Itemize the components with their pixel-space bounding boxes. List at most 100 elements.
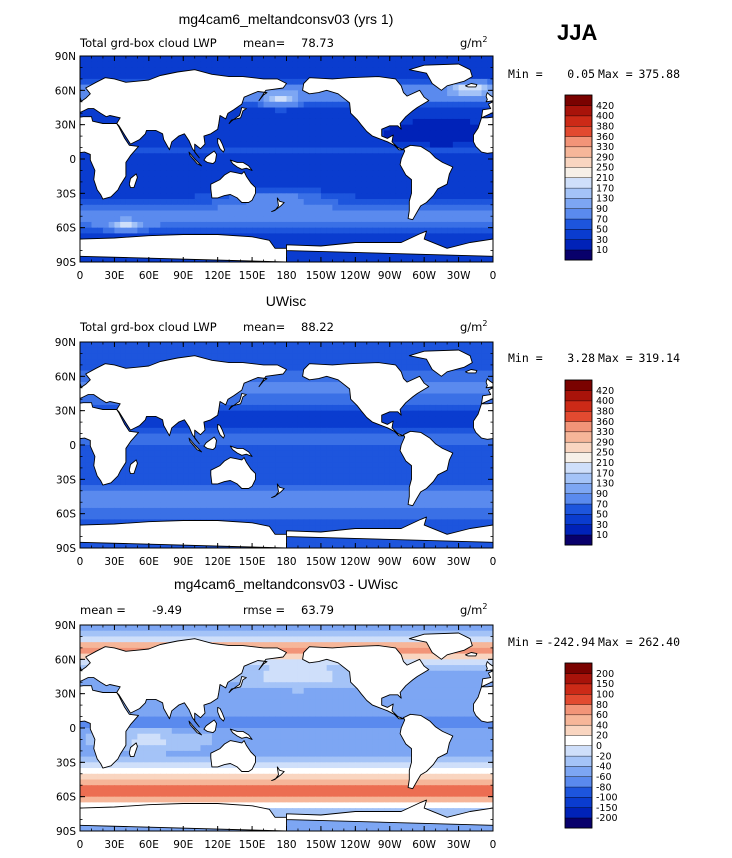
field-cell — [303, 113, 311, 120]
field-cell — [429, 416, 437, 423]
field-cell — [475, 233, 483, 240]
field-cell — [424, 90, 431, 97]
field-cell — [470, 393, 477, 400]
field-cell — [183, 507, 190, 515]
field-cell — [303, 193, 311, 200]
field-cell — [292, 107, 299, 114]
field-cell — [332, 204, 339, 212]
field-cell — [389, 136, 397, 143]
field-cell — [194, 456, 202, 463]
field-cell — [475, 193, 483, 200]
field-cell — [200, 176, 207, 183]
field-cell — [143, 473, 150, 480]
field-cell — [424, 427, 431, 435]
field-cell — [343, 507, 351, 515]
field-cell — [252, 227, 259, 234]
field-cell — [355, 250, 362, 257]
field-cell — [303, 485, 311, 492]
field-cell — [464, 342, 471, 349]
field-cell — [332, 404, 339, 412]
field-cell — [234, 485, 242, 492]
field-cell — [378, 199, 385, 206]
panel-obs-units-base: g/m — [460, 320, 482, 334]
field-cell — [240, 101, 247, 109]
field-cell — [143, 256, 150, 262]
field-cell — [384, 187, 391, 194]
field-cell — [85, 353, 93, 360]
field-cell — [297, 181, 305, 189]
field-cell — [160, 507, 167, 515]
field-cell — [441, 416, 448, 423]
field-cell — [395, 136, 402, 143]
field-cell — [206, 176, 213, 183]
field-cell — [332, 250, 339, 257]
field-cell — [447, 422, 454, 429]
field-cell — [160, 176, 167, 183]
field-cell — [309, 136, 316, 143]
field-cell — [378, 61, 385, 69]
field-cell — [269, 233, 276, 240]
field-cell — [441, 141, 448, 149]
field-cell — [372, 502, 379, 509]
field-cell — [240, 427, 247, 435]
field-cell — [269, 210, 276, 217]
field-cell — [395, 176, 402, 183]
field-cell — [292, 176, 299, 183]
field-cell — [131, 164, 138, 172]
field-cell — [458, 404, 465, 412]
field-cell — [441, 56, 448, 63]
field-cell — [263, 376, 270, 383]
field-cell — [315, 159, 322, 166]
field-cell — [275, 181, 282, 189]
field-cell — [108, 404, 116, 412]
field-cell — [80, 347, 87, 355]
field-cell — [80, 507, 87, 515]
field-cell — [326, 467, 333, 475]
field-cell — [114, 513, 121, 520]
field-cell — [429, 124, 437, 131]
field-cell — [183, 56, 190, 63]
field-cell — [217, 124, 225, 131]
field-cell — [361, 56, 368, 63]
field-cell — [292, 359, 299, 366]
field-cell — [343, 130, 351, 137]
field-cell — [395, 210, 402, 217]
field-cell — [252, 490, 259, 498]
field-cell — [447, 433, 454, 440]
field-cell — [137, 216, 144, 223]
field-cell — [148, 181, 156, 189]
field-cell — [257, 141, 265, 149]
field-cell — [223, 450, 230, 458]
field-cell — [435, 141, 442, 149]
field-cell — [275, 359, 282, 366]
field-cell — [85, 164, 93, 172]
field-cell — [452, 176, 460, 183]
field-cell — [389, 473, 397, 480]
field-cell — [458, 502, 465, 509]
field-cell — [280, 479, 288, 486]
field-cell — [447, 502, 454, 509]
field-cell — [475, 101, 483, 109]
field-cell — [125, 193, 133, 200]
field-cell — [246, 410, 253, 417]
field-cell — [303, 467, 311, 475]
field-cell — [303, 450, 311, 458]
field-cell — [389, 159, 397, 166]
field-cell — [315, 462, 322, 469]
field-cell — [252, 141, 259, 149]
x-tick-label: 60E — [139, 270, 159, 282]
field-cell — [309, 427, 316, 435]
field-cell — [125, 204, 133, 212]
field-cell — [148, 141, 156, 149]
field-cell — [280, 507, 288, 515]
field-cell — [464, 216, 471, 223]
field-cell — [171, 170, 179, 177]
field-cell — [458, 507, 465, 515]
field-cell — [240, 507, 247, 515]
field-cell — [309, 473, 316, 480]
field-cell — [137, 490, 144, 498]
field-cell — [343, 387, 351, 395]
field-cell — [183, 502, 190, 509]
field-cell — [269, 422, 276, 429]
field-cell — [263, 410, 270, 417]
